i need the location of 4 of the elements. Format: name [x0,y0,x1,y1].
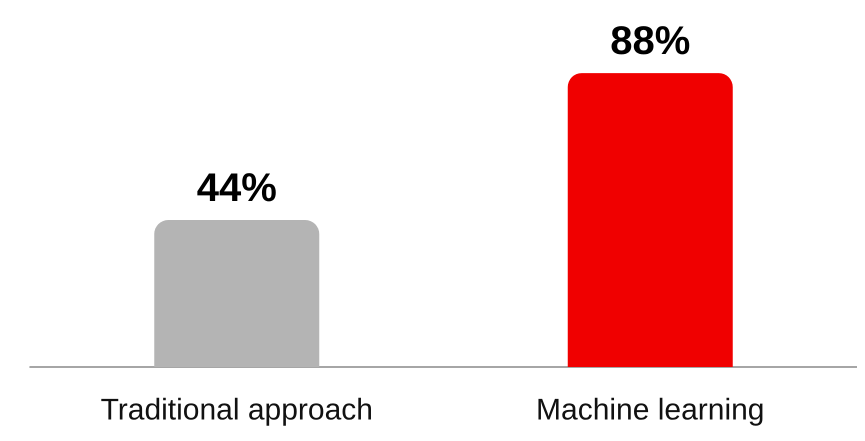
x-tick-label: Machine learning [536,394,764,426]
x-tick-label: Traditional approach [100,394,373,426]
data-label: 88% [610,19,690,64]
data-label: 44% [196,166,277,210]
